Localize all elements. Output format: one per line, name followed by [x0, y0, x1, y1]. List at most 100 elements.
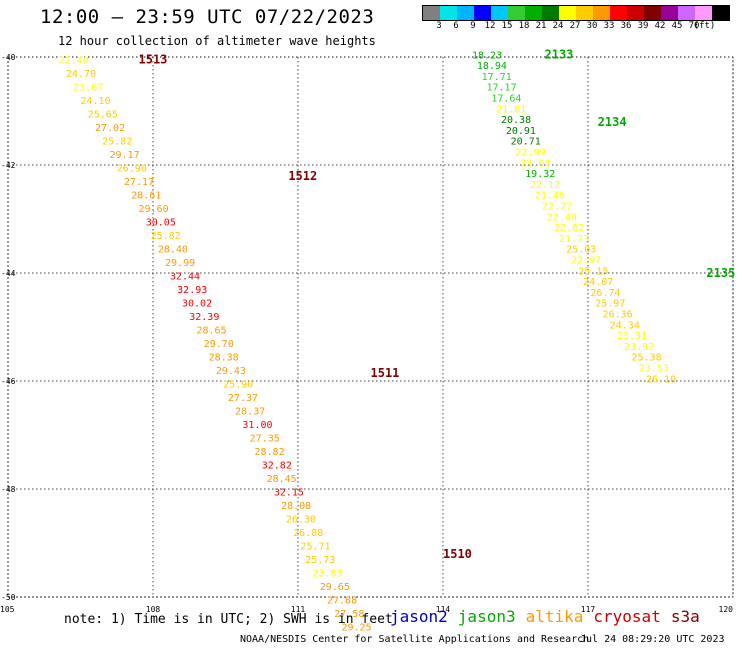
- swh-value: 18.94: [477, 61, 507, 72]
- swh-value: 25.65: [88, 110, 118, 121]
- legend-label: 27: [569, 21, 581, 31]
- map-grid: [7, 56, 734, 598]
- swh-value: 32.39: [189, 312, 219, 323]
- swh-value: 25.15: [578, 266, 608, 277]
- swh-value: 28.45: [267, 474, 297, 485]
- latitude-tick-label: -46: [1, 377, 16, 386]
- swh-value: 25.03: [566, 245, 596, 256]
- footer-note: note: 1) Time is in UTC; 2) SWH is in fe…: [64, 612, 393, 627]
- mission-legend: jason2 jason3 altika cryosat s3a: [390, 607, 710, 626]
- swh-value: 28.61: [131, 191, 161, 202]
- latitude-tick-label: -42: [1, 161, 16, 170]
- swh-value: 23.67: [73, 83, 103, 94]
- legend-label: 9: [470, 21, 476, 31]
- legend-swatch: [559, 6, 576, 20]
- swh-value: 20.91: [506, 126, 536, 137]
- swh-value: 22.97: [571, 256, 601, 267]
- swh-value: 23.53: [639, 364, 669, 375]
- latitude-tick-label: -40: [1, 53, 16, 62]
- legend-swatch: [678, 6, 695, 20]
- legend-swatch: [712, 6, 729, 20]
- swh-value: 20.38: [501, 115, 531, 126]
- swh-value: 24.07: [583, 277, 613, 288]
- legend-label: 33: [603, 21, 615, 31]
- longitude-tick-label: 111: [291, 605, 306, 614]
- swh-value: 32.15: [274, 488, 304, 499]
- legend-swatch: [610, 6, 627, 20]
- longitude-tick-label: 105: [0, 605, 15, 614]
- swh-value: 26.36: [603, 310, 633, 321]
- legend-swatch: [576, 6, 593, 20]
- legend-label: 15: [501, 21, 513, 31]
- swh-value: 29.99: [165, 258, 195, 269]
- pass-number-label: 1513: [139, 53, 168, 67]
- mission-label-altika: altika: [525, 607, 584, 626]
- swh-value: 26.90: [117, 164, 147, 175]
- longitude-tick-label: 117: [581, 605, 596, 614]
- color-legend: [422, 5, 730, 21]
- legend-swatch: [423, 6, 440, 20]
- pass-number-label: 2135: [706, 266, 735, 280]
- latitude-tick-label: -44: [1, 269, 16, 278]
- page-title: 12:00 – 23:59 UTC 07/22/2023: [40, 6, 375, 28]
- map-frame: [7, 56, 734, 598]
- swh-value: 20.71: [511, 137, 541, 148]
- swh-value: 25.82: [102, 137, 132, 148]
- swh-value: 27.37: [228, 393, 258, 404]
- swh-value: 26.74: [590, 288, 620, 299]
- swh-value: 29.17: [110, 150, 140, 161]
- pass-number-label: 1511: [371, 366, 400, 380]
- swh-value: 25.73: [305, 555, 335, 566]
- legend-swatch: [593, 6, 610, 20]
- swh-value: 29.60: [139, 204, 169, 215]
- swh-value: 21.46: [535, 191, 565, 202]
- swh-value: 32.82: [262, 461, 292, 472]
- legend-swatch: [474, 6, 491, 20]
- swh-value: 29.43: [216, 366, 246, 377]
- pass-number-label: 1512: [288, 169, 317, 183]
- legend-label: 3: [436, 21, 442, 31]
- swh-value: 28.37: [235, 407, 265, 418]
- mission-label-s3a: s3a: [670, 607, 700, 626]
- page-subtitle: 12 hour collection of altimeter wave hei…: [58, 34, 376, 48]
- legend-label: 36: [620, 21, 632, 31]
- legend-label: 39: [637, 21, 649, 31]
- legend-swatch: [440, 6, 457, 20]
- swh-value: 22.99: [516, 148, 546, 159]
- longitude-tick-label: 120: [719, 605, 734, 614]
- legend-swatch: [491, 6, 508, 20]
- swh-value: 32.44: [170, 272, 200, 283]
- swh-value: 23.83: [313, 569, 343, 580]
- swh-value: 29.65: [320, 582, 350, 593]
- axis-labels: -40 -42 -44 -46 -48 -50 105 108 111 114 117 120: [0, 53, 733, 614]
- legend-label: 45: [671, 21, 683, 31]
- swh-value: 29.25: [342, 623, 372, 634]
- swh-value: 28.08: [281, 501, 311, 512]
- legend-swatch: [695, 6, 712, 20]
- swh-value: 25.71: [300, 542, 330, 553]
- swh-value: 22.49: [547, 212, 577, 223]
- latitude-tick-label: -50: [1, 593, 16, 602]
- satellite-tracks: 22.40 24.70 23.67 24.10 25.65 27.02 25.82 29.17…: [59, 47, 736, 633]
- mission-label-cryosat: cryosat: [593, 607, 661, 626]
- legend-unit: (ft): [693, 21, 716, 31]
- swh-value: 27.35: [250, 434, 280, 445]
- swh-value: 24.10: [81, 96, 111, 107]
- generation-timestamp: Jul 24 08:29:20 UTC 2023: [580, 634, 725, 645]
- swh-value: 19.32: [525, 169, 555, 180]
- swh-value: 28.40: [158, 245, 188, 256]
- credit-text: NOAA/NESDIS Center for Satellite Applica…: [240, 634, 590, 645]
- swh-value: 31.00: [242, 420, 272, 431]
- mission-label-jason3: jason3: [457, 607, 516, 626]
- swh-value: 22.40: [59, 56, 89, 67]
- swh-value: 27.58: [334, 609, 364, 620]
- swh-value: 23.92: [624, 342, 654, 353]
- swh-value: 23.03: [520, 158, 550, 169]
- legend-swatch: [661, 6, 678, 20]
- legend-label: 70: [688, 21, 700, 31]
- swh-value: 17.71: [482, 72, 512, 83]
- legend-label: 24: [552, 21, 564, 31]
- legend-label: 18: [518, 21, 530, 31]
- swh-value: 17.17: [487, 83, 517, 94]
- swh-value: 22.27: [542, 202, 572, 213]
